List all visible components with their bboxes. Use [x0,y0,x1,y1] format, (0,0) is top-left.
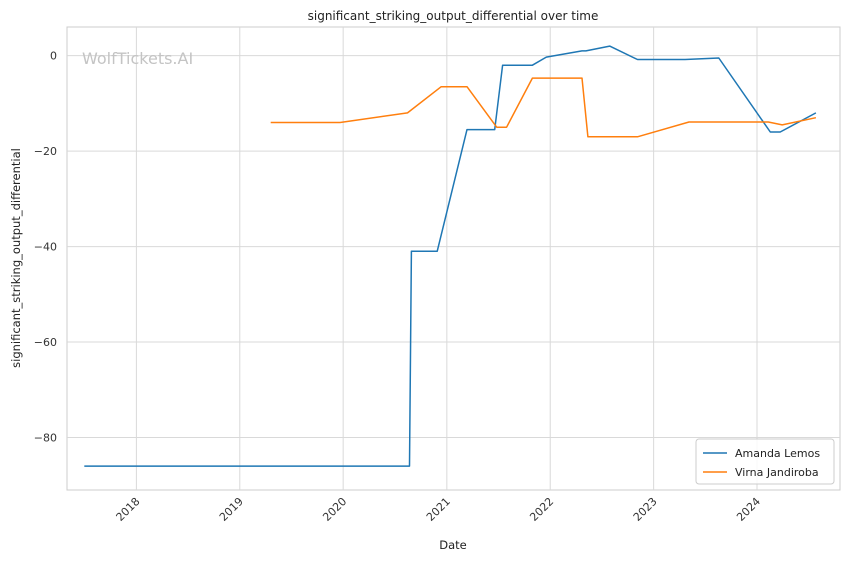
y-tick-label: −60 [34,336,57,349]
series-lines [84,45,817,467]
x-gridlines [135,27,758,490]
x-axis-label: Date [439,538,467,552]
plot-area: WolfTickets.AI [66,26,841,491]
y-axis-ticks: 0 −20 −40 −60 −80 [34,50,57,445]
series-line-virna-jandiroba [270,77,817,138]
y-tick-label: −80 [34,431,57,444]
watermark: WolfTickets.AI [82,49,193,68]
legend-label-amanda-lemos: Amanda Lemos [735,447,820,460]
y-tick-label: 0 [50,50,57,63]
chart-title: significant_striking_output_differential… [308,9,599,23]
legend-label-virna-jandiroba: Virna Jandiroba [735,466,819,479]
series-line-amanda-lemos [84,45,817,467]
y-axis-label: significant_striking_output_differential [9,148,23,368]
legend: Amanda Lemos Virna Jandiroba [695,438,835,485]
legend-box [695,438,835,485]
y-tick-label: −20 [34,145,57,158]
plot-frame [66,26,841,491]
y-tick-label: −40 [34,241,57,254]
y-gridlines [67,55,840,438]
